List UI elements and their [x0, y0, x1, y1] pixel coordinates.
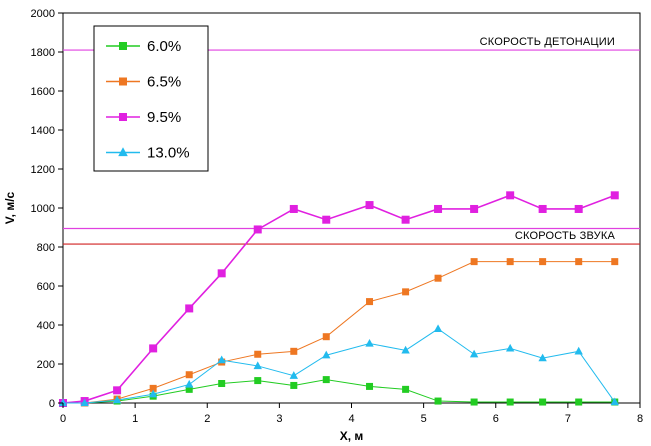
y-tick-label: 1600 — [31, 86, 55, 98]
axes: 0 200 400 600 800 1000 1200 1400 1600 1800 2000 0 1 2… — [31, 8, 644, 425]
data-point-square — [539, 258, 547, 266]
data-point-triangle — [505, 343, 515, 352]
legend-label: 6.5% — [147, 74, 181, 91]
y-tick-label: 2000 — [31, 8, 55, 20]
x-tick-label: 0 — [60, 413, 66, 425]
series-group — [58, 191, 619, 407]
legend-box — [93, 25, 209, 172]
x-axis-label: X, м — [340, 429, 364, 443]
y-tick-label: 1400 — [31, 125, 55, 137]
data-point-square — [434, 204, 443, 213]
legend: 6.0% 6.5% 9.5% 13.0% — [93, 25, 209, 172]
data-point-square — [217, 269, 226, 278]
data-point-square — [506, 398, 514, 406]
y-tick-label: 0 — [49, 398, 55, 410]
y-tick-label: 400 — [37, 320, 55, 332]
reference-line-label: СКОРОСТЬ ЗВУКА — [515, 230, 616, 242]
x-tick-label: 5 — [421, 413, 427, 425]
data-point-triangle — [538, 353, 547, 362]
data-point-square — [322, 333, 330, 341]
y-tick-label: 600 — [37, 281, 55, 293]
data-point-triangle — [217, 355, 226, 364]
y-tick-label: 1200 — [31, 164, 55, 176]
data-point-square — [575, 398, 583, 406]
data-point-square — [185, 304, 194, 313]
x-tick-label: 8 — [637, 413, 643, 425]
x-tick-label: 7 — [565, 413, 571, 425]
data-point-square — [365, 201, 374, 210]
data-point-square — [434, 274, 442, 282]
x-tick-label: 2 — [204, 413, 210, 425]
data-point-square — [149, 344, 158, 353]
data-point-square — [149, 384, 157, 392]
legend-label: 9.5% — [147, 109, 181, 126]
data-point-square — [254, 377, 262, 385]
data-point-triangle — [610, 397, 619, 406]
data-point-square — [366, 382, 374, 390]
data-point-triangle — [401, 345, 410, 354]
data-point-triangle — [148, 389, 158, 398]
y-tick-label: 800 — [37, 242, 55, 254]
series-3 — [58, 324, 619, 407]
data-point-square — [575, 258, 583, 266]
data-point-square — [434, 397, 442, 405]
data-point-square — [253, 225, 262, 234]
data-point-triangle — [58, 398, 68, 407]
data-point-square — [401, 215, 410, 224]
x-tick-label: 6 — [493, 413, 499, 425]
data-point-square — [574, 204, 583, 213]
data-point-square — [290, 381, 298, 389]
data-point-square — [185, 385, 193, 393]
series-2 — [59, 191, 619, 407]
data-point-square — [185, 371, 193, 379]
data-point-square — [218, 380, 226, 387]
y-axis-label: V, м/с — [3, 191, 17, 224]
data-point-square — [402, 288, 410, 296]
data-point-square — [470, 258, 478, 266]
x-tick-label: 4 — [348, 413, 354, 425]
data-point-square — [113, 386, 122, 395]
data-point-triangle — [118, 147, 128, 157]
y-tick-label: 1000 — [31, 203, 55, 215]
data-point-square — [119, 113, 127, 121]
legend-label: 13.0% — [147, 145, 190, 162]
data-point-square — [322, 215, 331, 224]
x-tick-label: 1 — [132, 413, 138, 425]
data-point-square — [539, 398, 547, 406]
data-point-square — [322, 376, 330, 384]
data-point-square — [506, 191, 515, 200]
data-point-square — [470, 204, 479, 213]
data-point-triangle — [469, 349, 479, 358]
data-point-triangle — [185, 379, 194, 388]
data-point-triangle — [433, 324, 443, 333]
data-point-square — [506, 258, 514, 266]
data-point-square — [610, 191, 619, 200]
data-point-square — [470, 398, 478, 406]
data-point-square — [119, 42, 127, 50]
data-point-square — [119, 77, 127, 86]
data-point-triangle — [80, 398, 89, 407]
data-point-triangle — [112, 395, 122, 404]
data-point-square — [289, 204, 298, 213]
data-point-square — [611, 258, 619, 266]
legend-label: 6.0% — [147, 38, 181, 55]
y-tick-label: 1800 — [31, 47, 55, 59]
data-point-triangle — [322, 350, 331, 359]
y-tick-label: 200 — [37, 359, 55, 371]
data-point-triangle — [253, 361, 262, 370]
data-point-triangle — [365, 338, 374, 347]
data-point-triangle — [289, 371, 298, 379]
data-point-square — [366, 298, 374, 306]
data-point-square — [290, 347, 298, 355]
data-point-square — [538, 204, 547, 213]
reference-line-label: СКОРОСТЬ ДЕТОНАЦИИ — [480, 36, 615, 48]
x-tick-label: 3 — [276, 413, 282, 425]
data-point-square — [254, 350, 262, 358]
data-point-square — [402, 385, 410, 393]
data-point-triangle — [574, 346, 583, 355]
